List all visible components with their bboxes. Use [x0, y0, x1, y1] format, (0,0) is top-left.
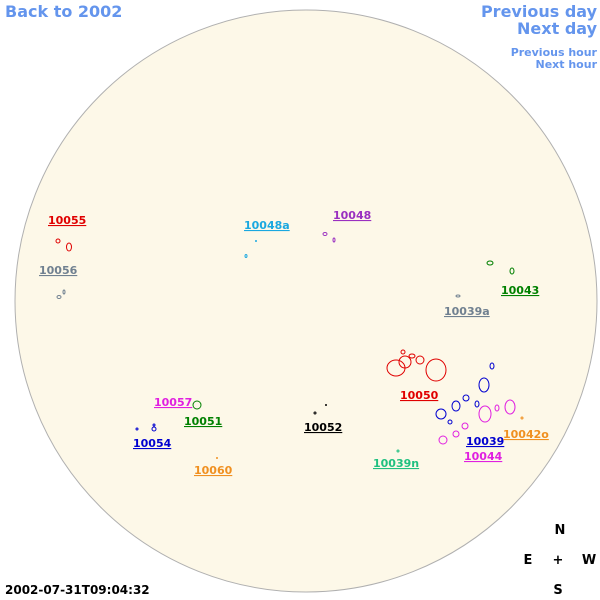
- region-label[interactable]: 10060: [194, 464, 233, 477]
- next-hour-link[interactable]: Next hour: [536, 58, 598, 71]
- region-label[interactable]: 10039a: [444, 305, 490, 318]
- compass-west: W: [582, 553, 596, 568]
- previous-hour-link[interactable]: Previous hour: [511, 46, 598, 59]
- compass-south: S: [553, 583, 562, 598]
- region-label[interactable]: 10055: [48, 214, 86, 227]
- back-link[interactable]: Back to 2002: [5, 2, 122, 21]
- timestamp: 2002-07-31T09:04:32: [5, 583, 150, 597]
- solar-disk: [14, 9, 598, 593]
- region-label[interactable]: 10039: [466, 435, 504, 448]
- region-label[interactable]: 10056: [39, 264, 78, 277]
- region-label[interactable]: 10042o: [503, 428, 549, 441]
- region-label[interactable]: 10043: [501, 284, 539, 297]
- region-label[interactable]: 10054: [133, 437, 172, 450]
- region-label[interactable]: 10052: [304, 421, 342, 434]
- next-day-link[interactable]: Next day: [517, 19, 598, 38]
- region-label[interactable]: 10044: [464, 450, 503, 463]
- region-label[interactable]: 10039n: [373, 457, 419, 470]
- region-label[interactable]: 10050: [400, 389, 439, 402]
- region-label[interactable]: 10048a: [244, 219, 290, 232]
- compass-east: E: [524, 553, 533, 568]
- region-label[interactable]: 10048: [333, 209, 371, 222]
- previous-day-link[interactable]: Previous day: [481, 2, 598, 21]
- contours: [55, 232, 524, 459]
- region-label[interactable]: 10057: [154, 396, 192, 409]
- compass-center: +: [553, 553, 564, 568]
- region-label[interactable]: 10051: [184, 415, 222, 428]
- compass-north: N: [555, 523, 566, 538]
